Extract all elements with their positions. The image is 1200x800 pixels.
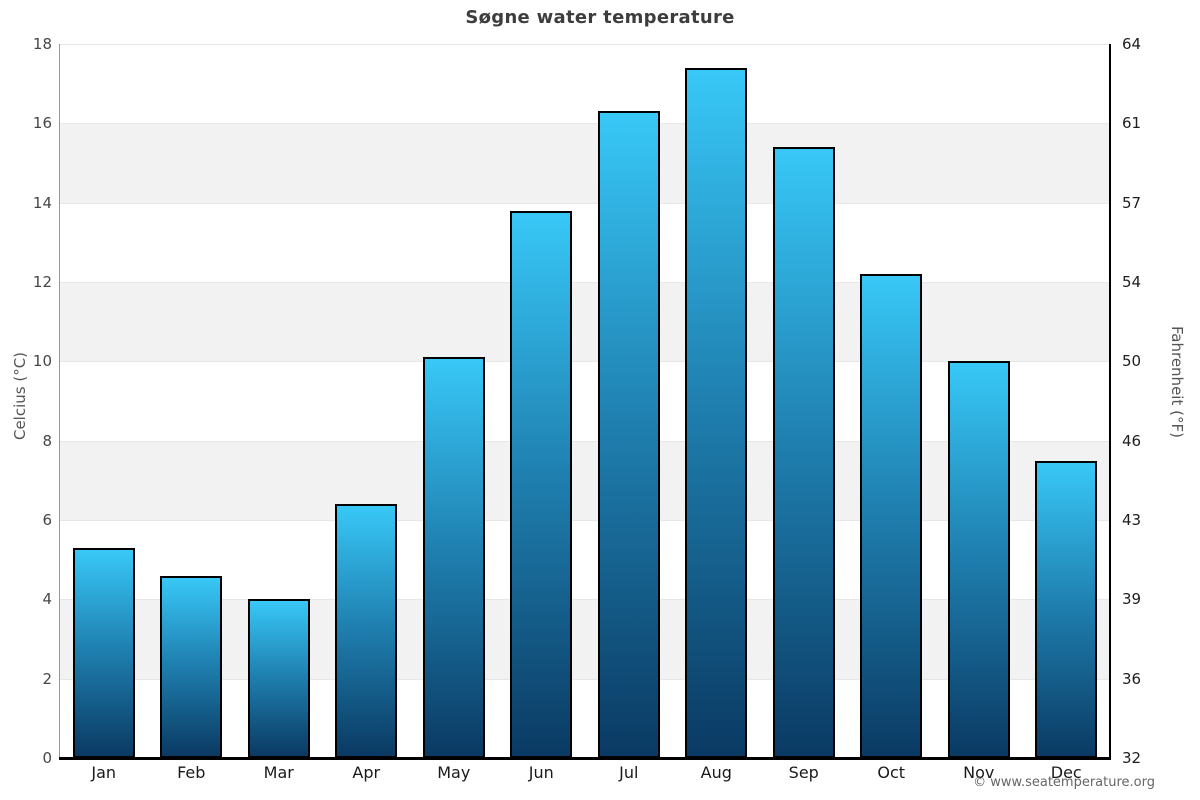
xtick-oct: Oct (877, 763, 906, 782)
xtick-jun: Jun (528, 763, 554, 782)
ytick-celsius-6: 6 (42, 511, 52, 529)
ytick-fahrenheit-39: 39 (1122, 590, 1142, 609)
plot-band-16-18 (60, 44, 1110, 124)
plot-band-8-10 (60, 361, 1110, 441)
ytick-celsius-10: 10 (32, 352, 52, 371)
ytick-celsius-8: 8 (42, 431, 52, 450)
gridline-14 (60, 202, 1110, 204)
gridline-12 (60, 282, 1110, 283)
plot-band-4-6 (60, 520, 1110, 600)
xtick-jul: Jul (619, 763, 639, 782)
xtick-nov: Nov (963, 763, 995, 782)
gridline-4 (60, 599, 1110, 601)
chart-title: Søgne water temperature (465, 7, 735, 28)
xtick-sep: Sep (788, 763, 819, 782)
plot-area (60, 44, 1110, 758)
y-axis-line-right (1109, 44, 1111, 758)
xtick-may: May (437, 763, 471, 782)
plot-band-10-12 (60, 282, 1110, 362)
bar-mar (247, 599, 310, 758)
bar-jul (597, 111, 660, 758)
xtick-feb: Feb (177, 763, 206, 782)
ytick-fahrenheit-46: 46 (1122, 431, 1142, 450)
ytick-celsius-2: 2 (42, 669, 52, 688)
bar-dec (1035, 460, 1098, 758)
ytick-fahrenheit-36: 36 (1122, 669, 1142, 688)
xtick-mar: Mar (263, 763, 294, 782)
xtick-apr: Apr (352, 763, 381, 782)
plot-band-0-2 (60, 678, 1110, 758)
gridline-18 (60, 44, 1110, 45)
x-axis-line (59, 757, 1111, 760)
xtick-aug: Aug (700, 763, 732, 782)
ytick-celsius-16: 16 (32, 114, 52, 133)
plot-band-2-4 (60, 599, 1110, 679)
bar-apr (335, 504, 398, 758)
bar-jan (72, 547, 135, 758)
copyright-text: © www.seatemperature.org (973, 775, 1155, 790)
bar-may (422, 357, 485, 758)
bar-nov (947, 361, 1010, 758)
ytick-fahrenheit-50: 50 (1122, 352, 1142, 371)
bar-jun (510, 210, 573, 758)
y-axis-line-left (59, 44, 60, 758)
plot-band-14-16 (60, 123, 1110, 203)
bar-sep (772, 147, 835, 758)
gridline-6 (60, 520, 1110, 521)
gridline-8 (60, 440, 1110, 442)
ytick-celsius-14: 14 (32, 193, 52, 212)
plot-band-6-8 (60, 440, 1110, 520)
plot-band-12-14 (60, 202, 1110, 282)
ytick-fahrenheit-57: 57 (1122, 193, 1142, 212)
ytick-fahrenheit-64: 64 (1122, 35, 1142, 53)
ytick-celsius-18: 18 (32, 35, 52, 53)
xtick-jan: Jan (91, 763, 117, 782)
ytick-fahrenheit-43: 43 (1122, 511, 1142, 529)
gridline-10 (60, 361, 1110, 363)
xtick-dec: Dec (1050, 763, 1082, 782)
gridline-2 (60, 678, 1110, 680)
ytick-fahrenheit-32: 32 (1122, 749, 1142, 767)
bar-feb (160, 575, 223, 758)
bar-aug (685, 67, 748, 758)
ytick-fahrenheit-61: 61 (1122, 114, 1142, 133)
y-axis-title-fahrenheit: Fahrenheit (°F) (1168, 326, 1186, 438)
ytick-celsius-0: 0 (42, 749, 52, 767)
ytick-fahrenheit-54: 54 (1122, 273, 1142, 291)
gridline-16 (60, 123, 1110, 125)
bar-oct (860, 274, 923, 758)
ytick-celsius-4: 4 (42, 590, 52, 609)
ytick-celsius-12: 12 (32, 273, 52, 291)
